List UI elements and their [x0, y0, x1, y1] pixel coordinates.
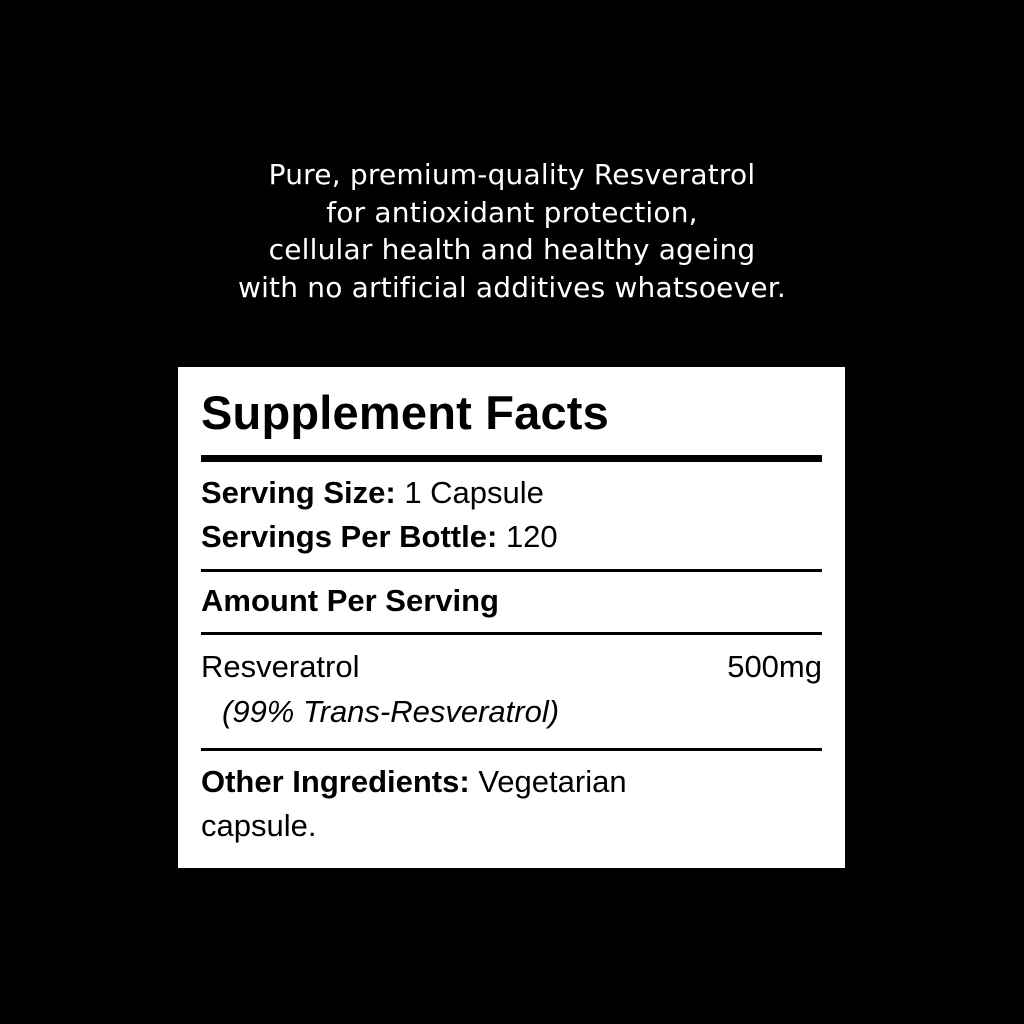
- servings-per-bottle-value: 120: [505, 519, 558, 554]
- serving-size-value: 1 Capsule: [404, 475, 544, 510]
- divider: [201, 569, 822, 572]
- other-ingredients: Other Ingredients: Vegetarian: [201, 764, 627, 800]
- supplement-facts-panel: Supplement Facts Serving Size: 1 Capsule…: [178, 367, 845, 868]
- ingredient-name: Resveratrol: [201, 649, 360, 684]
- ingredient-amount: 500mg: [727, 649, 822, 684]
- other-ingredients-value: Vegetarian: [478, 764, 627, 799]
- tagline-line: cellular health and healthy ageing: [268, 233, 756, 266]
- servings-per-bottle-label: Servings Per Bottle:: [201, 519, 498, 554]
- panel-title: Supplement Facts: [201, 386, 610, 439]
- tagline-line: for antioxidant protection,: [326, 195, 698, 229]
- product-tagline: Pure, premium-quality Resveratrol for an…: [0, 156, 1024, 306]
- divider: [201, 632, 822, 635]
- serving-size-label: Serving Size:: [201, 475, 396, 510]
- tagline-line: with no artificial additives whatsoever.: [237, 270, 787, 304]
- serving-size: Serving Size: 1 Capsule: [201, 475, 544, 511]
- amount-per-serving-header: Amount Per Serving: [201, 583, 499, 618]
- ingredient-note: (99% Trans-Resveratrol): [222, 694, 560, 729]
- divider: [201, 748, 822, 751]
- other-ingredients-continued: capsule.: [201, 808, 317, 843]
- thick-divider: [201, 455, 822, 462]
- servings-per-bottle: Servings Per Bottle: 120: [201, 519, 558, 555]
- other-ingredients-label: Other Ingredients:: [201, 764, 470, 799]
- tagline-line: Pure, premium-quality Resveratrol: [268, 158, 756, 191]
